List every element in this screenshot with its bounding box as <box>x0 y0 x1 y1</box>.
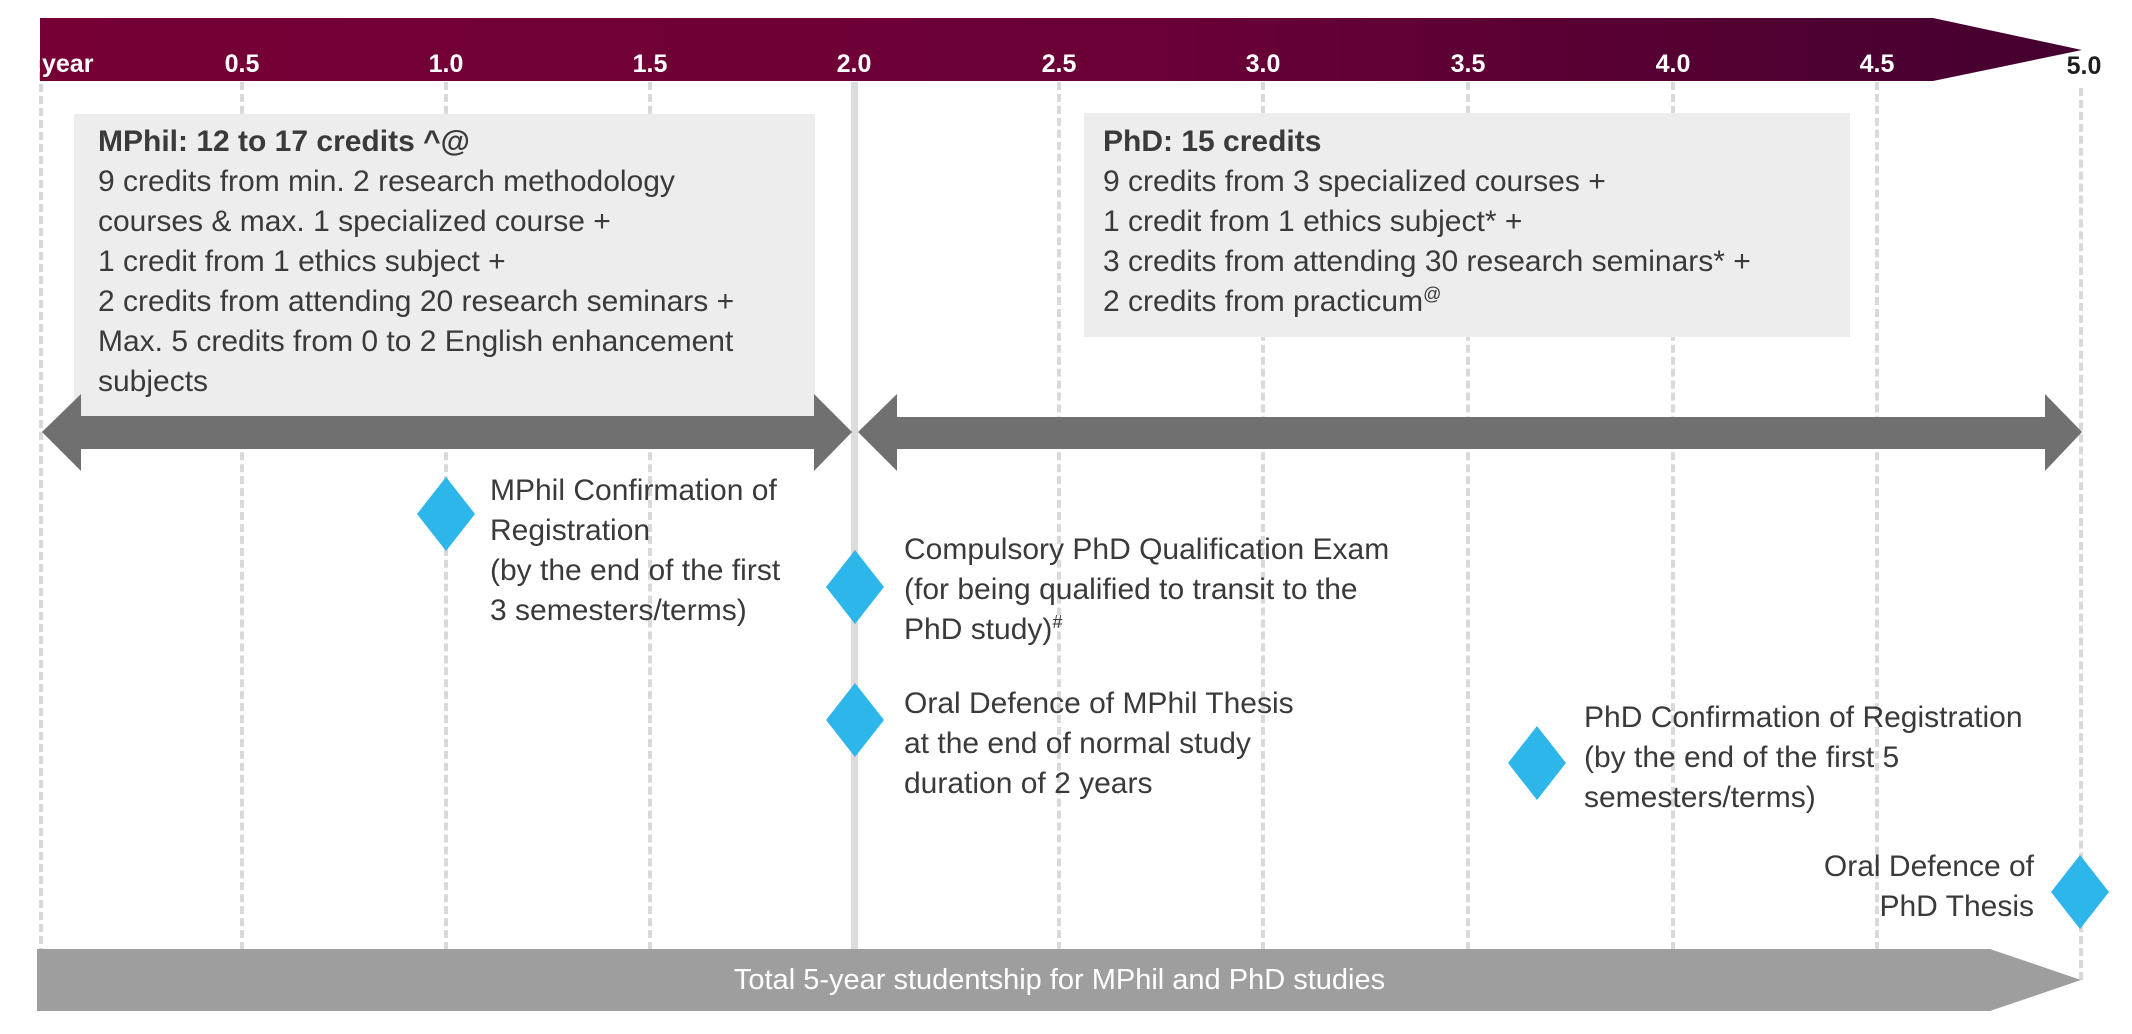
phd-credits-line: 3 credits from attending 30 research sem… <box>1103 245 1751 278</box>
mphil-credits-title: MPhil: 12 to 17 credits ^@ <box>98 125 470 158</box>
tick-1.5: 1.5 <box>632 50 668 78</box>
milestone-line: PhD Thesis <box>1879 890 2034 923</box>
milestone-line: at the end of normal study <box>904 727 1251 760</box>
milestone-line: Compulsory PhD Qualification Exam <box>904 533 1390 566</box>
milestone-line: semesters/terms) <box>1584 781 1816 814</box>
phd-credits-line: 1 credit from 1 ethics subject* + <box>1103 205 1523 238</box>
milestone-phd-confirmation: PhD Confirmation of Registration (by the… <box>1584 698 2023 818</box>
mphil-credits-box: MPhil: 12 to 17 credits ^@ 9 credits fro… <box>74 114 815 417</box>
milestone-diamond-icon <box>417 477 475 551</box>
milestone-diamond-icon <box>2051 855 2109 929</box>
axis-label-year: year <box>42 50 94 78</box>
gridline-year-0 <box>39 60 43 980</box>
gridline-year-1.5 <box>648 82 652 950</box>
milestone-mphil-confirmation: MPhil Confirmation of Registration (by t… <box>490 471 780 631</box>
tick-4.5: 4.5 <box>1859 50 1895 78</box>
gridline-year-3.5 <box>1466 82 1470 950</box>
milestone-diamond-icon <box>826 550 884 624</box>
gridline-year-4.0 <box>1671 82 1675 950</box>
phd-credits-line: 2 credits from practicum@ <box>1103 282 1850 322</box>
year-timeline-bar <box>40 18 2082 81</box>
phd-credits-box: PhD: 15 credits 9 credits from 3 special… <box>1084 113 1850 337</box>
phd-credits-line-text: 2 credits from practicum <box>1103 285 1424 318</box>
tick-0.5: 0.5 <box>224 50 260 78</box>
phd-credits-line: 9 credits from 3 specialized courses + <box>1103 165 1606 198</box>
gridline-year-2.5 <box>1057 82 1061 950</box>
milestone-diamond-icon <box>826 683 884 757</box>
milestone-line-text: PhD study) <box>904 613 1053 646</box>
milestone-line: (for being qualified to transit to the <box>904 573 1358 606</box>
milestone-line: PhD Confirmation of Registration <box>1584 701 2023 734</box>
studentship-label: Total 5-year studentship for MPhil and P… <box>733 964 1386 996</box>
milestone-line: (by the end of the first <box>490 554 781 587</box>
tick-3.5: 3.5 <box>1450 50 1486 78</box>
mphil-duration-arrow <box>42 394 852 471</box>
studentship-bar <box>37 949 2081 1011</box>
milestone-line: Oral Defence of MPhil Thesis <box>904 687 1294 720</box>
mphil-credits-line: Max. 5 credits from 0 to 2 English enhan… <box>98 325 734 358</box>
mphil-credits-line: 9 credits from min. 2 research methodolo… <box>98 165 675 198</box>
milestone-line: MPhil Confirmation of <box>490 474 777 507</box>
gridline-year-3.0 <box>1261 82 1265 950</box>
mphil-credits-line: courses & max. 1 specialized course + <box>98 205 611 238</box>
tick-2.5: 2.5 <box>1041 50 1077 78</box>
tick-3.0: 3.0 <box>1245 50 1281 78</box>
milestone-mphil-oral-defence: Oral Defence of MPhil Thesis at the end … <box>904 684 1294 804</box>
tick-4.0: 4.0 <box>1655 50 1691 78</box>
tick-1.0: 1.0 <box>428 50 464 78</box>
mphil-credits-line: 1 credit from 1 ethics subject + <box>98 245 506 278</box>
gridline-year-4.5 <box>1875 82 1879 950</box>
milestone-line: PhD study)# <box>904 610 1389 650</box>
tick-2.0: 2.0 <box>836 50 872 78</box>
milestone-line: (by the end of the first 5 <box>1584 741 1900 774</box>
footnote-mark: # <box>1052 612 1063 632</box>
milestone-line: 3 semesters/terms) <box>490 594 747 627</box>
mphil-credits-line: subjects <box>98 365 209 398</box>
practicum-footnote-mark: @ <box>1423 284 1442 304</box>
milestone-phd-qualification-exam: Compulsory PhD Qualification Exam (for b… <box>904 530 1389 650</box>
gridline-year-5.0 <box>2079 88 2083 980</box>
phd-duration-arrow <box>858 394 2082 471</box>
gridline-year-0.5 <box>240 82 244 950</box>
mphil-credits-line: 2 credits from attending 20 research sem… <box>98 285 735 318</box>
phd-credits-title: PhD: 15 credits <box>1103 125 1322 158</box>
milestone-phd-oral-defence: Oral Defence of PhD Thesis <box>1824 847 2034 927</box>
divider-year-2.0 <box>851 82 858 950</box>
tick-5.0: 5.0 <box>2066 52 2102 80</box>
milestone-line: duration of 2 years <box>904 767 1153 800</box>
milestone-diamond-icon <box>1508 726 1566 800</box>
milestone-line: Oral Defence of <box>1823 850 2034 883</box>
milestone-line: Registration <box>490 514 651 547</box>
